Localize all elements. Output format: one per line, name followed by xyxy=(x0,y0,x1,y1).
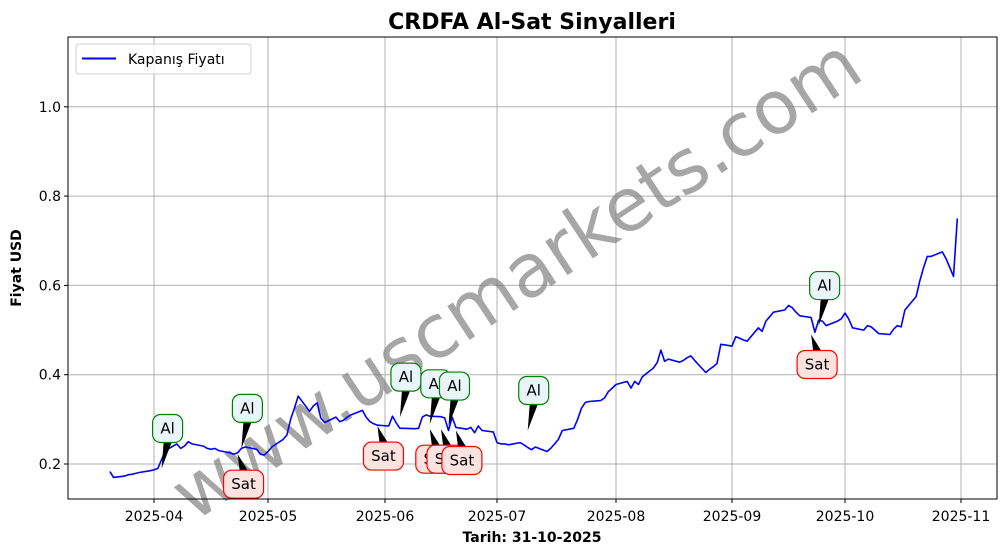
signal-arrow-icon xyxy=(455,430,466,447)
sell-signal: Sat xyxy=(223,454,265,499)
watermark: www.uscmarkets.com xyxy=(156,21,877,538)
signal-label: Al xyxy=(526,382,540,400)
signal-arrow-icon xyxy=(241,422,252,449)
signal-box xyxy=(231,393,263,423)
y-tick-label: 0.2 xyxy=(39,457,61,473)
x-tick-label: 2025-07 xyxy=(468,509,527,525)
y-tick-label: 0.6 xyxy=(39,278,61,294)
sell-signal: Sat xyxy=(441,430,483,476)
signal-arrow-icon xyxy=(399,391,410,418)
buy-signal: Al xyxy=(518,375,550,431)
buy-signal: Al xyxy=(231,393,263,449)
signal-label: Sat xyxy=(805,356,830,374)
signal-arrow-icon xyxy=(441,429,451,446)
x-tick-label: 2025-08 xyxy=(587,509,646,525)
signal-box xyxy=(362,441,405,471)
signal-box xyxy=(518,375,550,406)
legend-box xyxy=(75,43,252,75)
x-tick-label: 2025-05 xyxy=(239,509,298,525)
buy-signal: Al xyxy=(438,371,471,427)
x-axis-ticks: 2025-04 2025-05 2025-06 2025-07 2025-08 2025-… xyxy=(125,499,991,525)
y-axis-ticks: 0.2 0.4 0.6 0.8 1.0 xyxy=(39,100,68,473)
y-tick-label: 0.8 xyxy=(39,189,61,205)
signal-box xyxy=(796,349,838,380)
legend: Kapanış Fiyatı xyxy=(75,43,252,75)
signal-label: Al xyxy=(399,368,413,386)
signal-box xyxy=(809,270,841,301)
signal-box xyxy=(441,445,483,476)
signal-label: Al xyxy=(447,377,461,395)
signal-label: Al xyxy=(817,277,831,295)
sell-signal: Sat xyxy=(362,426,405,471)
signal-arrow-icon xyxy=(818,299,829,326)
signal-arrow-icon xyxy=(161,442,172,469)
signal-arrow-icon xyxy=(429,397,440,424)
chart-title: CRDFA Al-Sat Sinyalleri xyxy=(388,10,676,35)
x-tick-label: 2025-10 xyxy=(816,509,875,525)
signal-arrow-icon xyxy=(448,400,459,427)
signal-box xyxy=(438,371,471,401)
signal-arrow-icon xyxy=(527,404,538,431)
x-tick-label: 2025-06 xyxy=(356,509,415,525)
x-tick-label: 2025-09 xyxy=(703,509,762,525)
x-tick-label: 2025-04 xyxy=(125,509,184,525)
grid-lines xyxy=(68,37,997,499)
buy-signal: Al xyxy=(152,413,184,469)
signal-box xyxy=(223,469,265,499)
signal-label: Sat xyxy=(450,452,475,470)
sell-signal: Sat xyxy=(796,334,838,380)
plot-frame xyxy=(67,36,998,500)
signal-arrow-icon xyxy=(429,429,440,446)
signal-label: Sat xyxy=(231,475,256,493)
signal-label: Sat xyxy=(371,447,396,465)
x-tick-label: 2025-11 xyxy=(932,509,991,525)
x-axis-label: Tarih: 31-10-2025 xyxy=(463,530,602,546)
signal-arrow-icon xyxy=(377,426,388,443)
signal-label: Al xyxy=(160,419,174,437)
signal-annotations: SatSatSatSatSatSatAlAlAlAlAlAlAl xyxy=(152,270,841,499)
signal-arrow-icon xyxy=(237,454,248,471)
svg-text:www.uscmarkets.com: www.uscmarkets.com xyxy=(156,21,877,538)
buy-signal: Al xyxy=(809,270,841,326)
y-axis-label: Fiyat USD xyxy=(9,229,25,307)
signal-box xyxy=(152,413,184,444)
legend-label: Kapanış Fiyatı xyxy=(128,52,225,68)
y-tick-label: 1.0 xyxy=(39,100,61,116)
signal-arrow-icon xyxy=(811,334,822,351)
y-tick-label: 0.4 xyxy=(39,368,61,384)
signal-label: Al xyxy=(240,399,254,417)
